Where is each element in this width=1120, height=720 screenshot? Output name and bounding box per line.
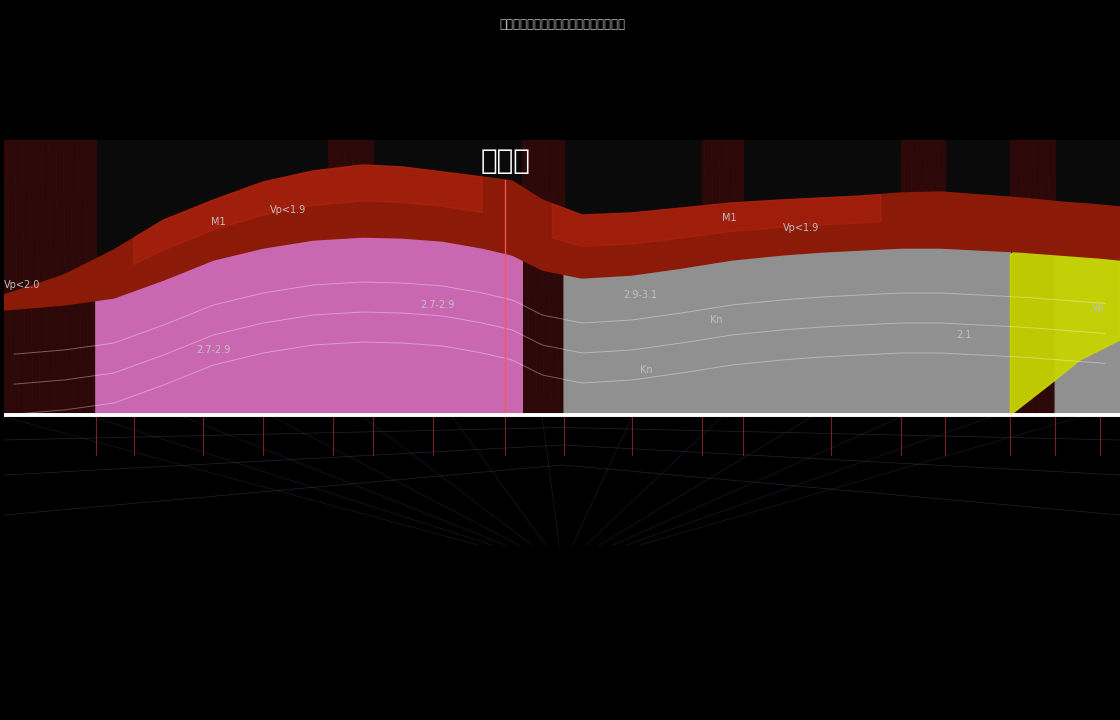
Polygon shape (1010, 208, 1120, 415)
Polygon shape (522, 140, 564, 415)
Text: Kn: Kn (710, 315, 722, 325)
Text: 2.7-2.9: 2.7-2.9 (196, 345, 231, 355)
Text: Vp<1.9: Vp<1.9 (783, 223, 820, 233)
Text: Kn: Kn (641, 365, 653, 375)
Text: 工区境: 工区境 (480, 147, 530, 175)
Text: 2.7-2.9: 2.7-2.9 (420, 300, 455, 310)
Text: M1: M1 (211, 217, 226, 227)
Text: Vp<1.9: Vp<1.9 (270, 205, 306, 215)
Polygon shape (564, 248, 1010, 415)
Text: M1: M1 (722, 213, 737, 223)
Polygon shape (701, 140, 744, 415)
Polygon shape (133, 165, 483, 264)
Text: 2.9-3.1: 2.9-3.1 (623, 290, 657, 300)
Polygon shape (1010, 140, 1055, 415)
Polygon shape (4, 165, 1120, 310)
Polygon shape (552, 194, 881, 246)
Polygon shape (900, 140, 944, 415)
Polygon shape (96, 237, 522, 415)
Polygon shape (1055, 255, 1120, 415)
Polygon shape (328, 140, 373, 415)
Text: Vp: Vp (1092, 303, 1104, 313)
Text: 2.1: 2.1 (955, 330, 971, 340)
Text: Vp<2.0: Vp<2.0 (4, 280, 40, 290)
Text: 地質縦断図を使った破砕帯と変状の関係: 地質縦断図を使った破砕帯と変状の関係 (500, 18, 625, 31)
Polygon shape (4, 140, 96, 415)
